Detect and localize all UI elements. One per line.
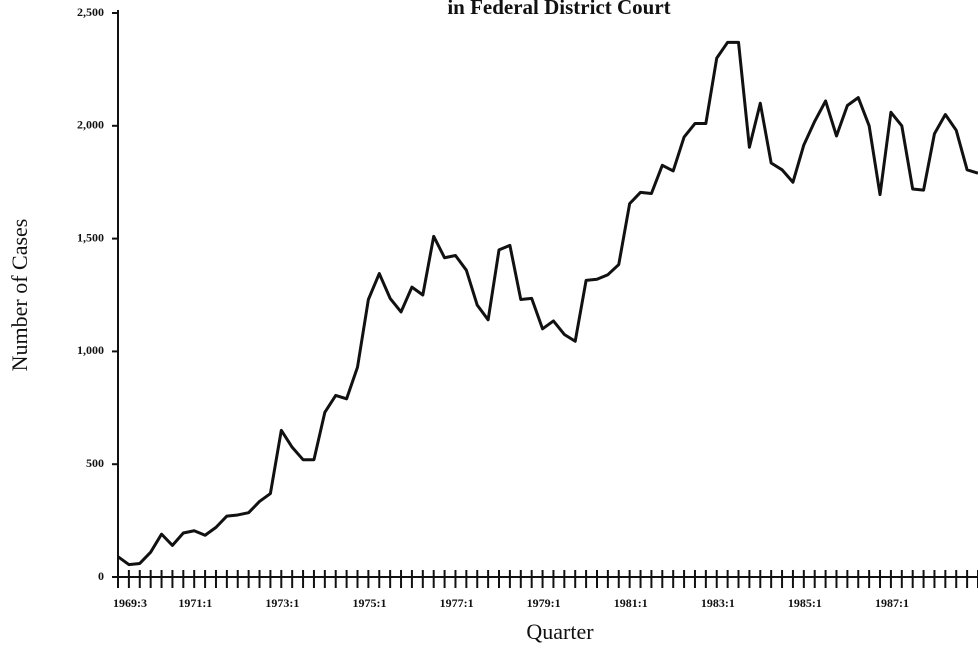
x-tick-label: 1973:1 <box>265 596 299 610</box>
x-tick-label: 1981:1 <box>614 596 648 610</box>
x-tick-label: 1983:1 <box>701 596 735 610</box>
chart-title: in Federal District Court <box>447 0 670 19</box>
x-tick-label: 1969:3 <box>113 596 147 610</box>
x-tick-label: 1979:1 <box>527 596 561 610</box>
y-axis-label: Number of Cases <box>7 219 32 372</box>
x-tick-label: 1975:1 <box>352 596 386 610</box>
data-line <box>117 40 978 567</box>
x-tick-label: 1977:1 <box>440 596 474 610</box>
x-tick-label: 1971:1 <box>178 596 212 610</box>
x-tick-label: 1985:1 <box>788 596 822 610</box>
y-tick-label: 0 <box>98 569 104 583</box>
y-tick-label: 1,000 <box>77 343 104 357</box>
y-tick-label: 1,500 <box>77 230 104 244</box>
x-tick-label: 1987:1 <box>875 596 909 610</box>
y-tick-label: 500 <box>86 456 104 470</box>
y-tick-label: 2,000 <box>77 118 104 132</box>
x-axis-label: Quarter <box>526 619 594 644</box>
y-tick-label: 2,500 <box>77 5 104 19</box>
